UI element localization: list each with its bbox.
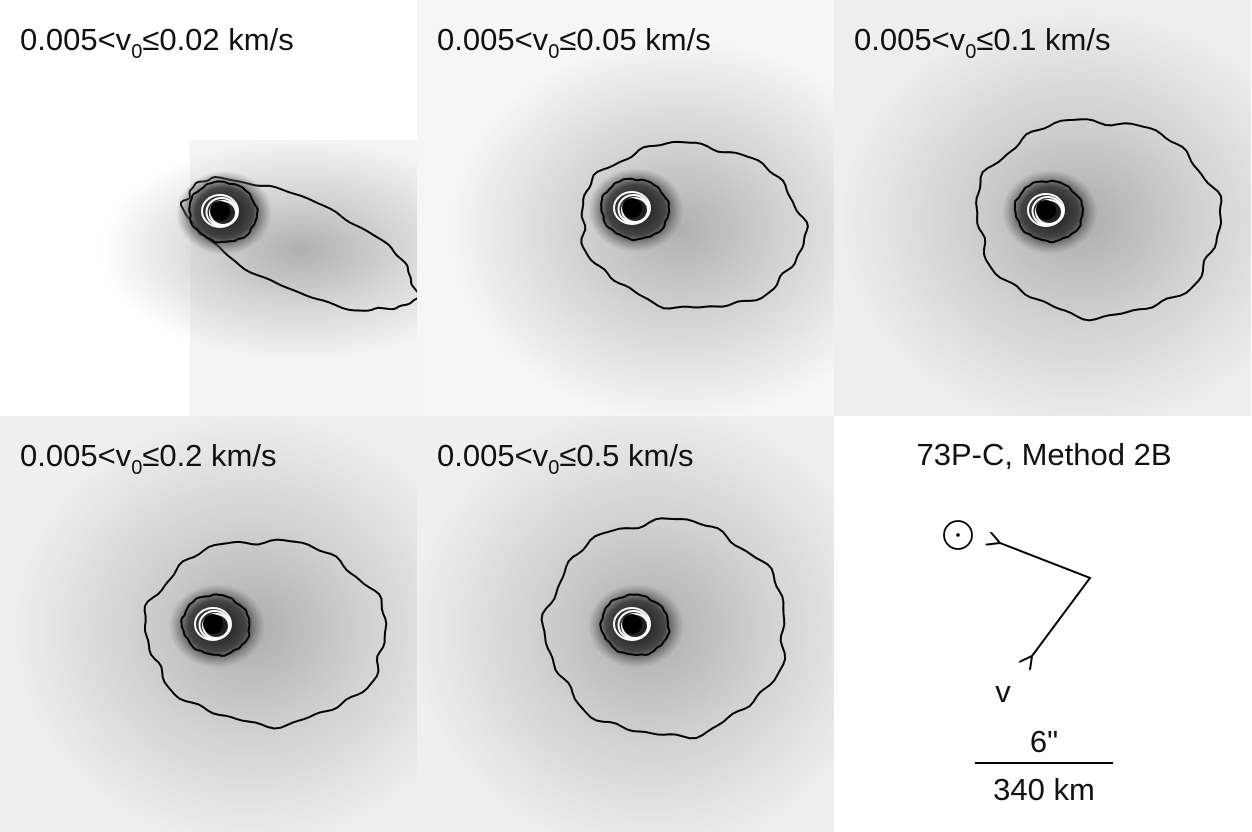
label-suffix: ≤0.05 km/s <box>559 22 710 57</box>
panel: 0.005<v0≤0.5 km/s <box>417 416 834 832</box>
core-contour <box>1027 193 1065 227</box>
label-subscript: 0 <box>131 457 142 479</box>
outer-contour <box>540 517 787 740</box>
inner-contour <box>188 180 259 244</box>
sun-symbol <box>943 520 973 550</box>
velocity-label: v <box>995 674 1011 709</box>
label-subscript: 0 <box>548 457 559 479</box>
nucleus <box>622 614 642 634</box>
sun-dot <box>956 533 960 537</box>
label-prefix: 0.005<v <box>437 22 549 57</box>
panel-label: 0.005<v0≤0.02 km/s <box>20 22 294 63</box>
inner-contour <box>1013 179 1085 244</box>
panel-label: 0.005<v0≤0.05 km/s <box>437 22 711 63</box>
scale-distance: 340 km <box>993 772 1095 807</box>
label-prefix: 0.005<v <box>20 438 132 473</box>
label-subscript: 0 <box>131 41 142 63</box>
inner-contour <box>599 593 671 657</box>
label-prefix: 0.005<v <box>854 22 966 57</box>
nucleus <box>210 201 230 221</box>
panel: 0.005<v0≤0.1 km/s <box>834 0 1251 416</box>
core-contour <box>1035 199 1063 225</box>
outer-contour <box>580 140 809 310</box>
inner-contour <box>600 177 671 242</box>
panel-image <box>0 416 417 832</box>
nucleus <box>1036 200 1056 220</box>
legend-panel: 73P-C, Method 2B v 6" 340 km <box>916 437 1171 807</box>
core-contour <box>201 194 239 228</box>
core-contour <box>621 613 649 639</box>
core-contour <box>621 197 649 223</box>
label-prefix: 0.005<v <box>20 22 132 57</box>
panel: 0.005<v0≤0.02 km/s <box>0 0 417 416</box>
direction-arrows <box>1000 543 1092 656</box>
panel: 0.005<v0≤0.2 km/s <box>0 416 417 832</box>
label-suffix: ≤0.2 km/s <box>142 438 276 473</box>
legend-title: 73P-C, Method 2B <box>916 437 1171 472</box>
panel-image <box>417 0 834 416</box>
nucleus <box>622 198 642 218</box>
panel-image <box>0 0 417 416</box>
panel-label: 0.005<v0≤0.1 km/s <box>854 22 1110 63</box>
nucleus <box>203 614 223 634</box>
panel: 0.005<v0≤0.05 km/s <box>417 0 834 416</box>
label-subscript: 0 <box>965 41 976 63</box>
label-subscript: 0 <box>548 41 559 63</box>
panel-label: 0.005<v0≤0.5 km/s <box>437 438 693 479</box>
core-contour <box>613 607 651 641</box>
outer-contour <box>143 538 388 730</box>
label-suffix: ≤0.02 km/s <box>142 22 293 57</box>
label-suffix: ≤0.1 km/s <box>976 22 1110 57</box>
panel-image <box>417 416 834 832</box>
label-suffix: ≤0.5 km/s <box>559 438 693 473</box>
scale-angle: 6" <box>1030 724 1058 759</box>
label-prefix: 0.005<v <box>437 438 549 473</box>
outer-contour <box>975 118 1223 322</box>
core-contour <box>202 613 230 639</box>
core-contour <box>209 200 237 226</box>
core-contour <box>613 191 651 225</box>
inner-contour <box>180 593 251 657</box>
core-contour <box>194 607 232 641</box>
panel-label: 0.005<v0≤0.2 km/s <box>20 438 276 479</box>
panel-image <box>834 0 1251 416</box>
